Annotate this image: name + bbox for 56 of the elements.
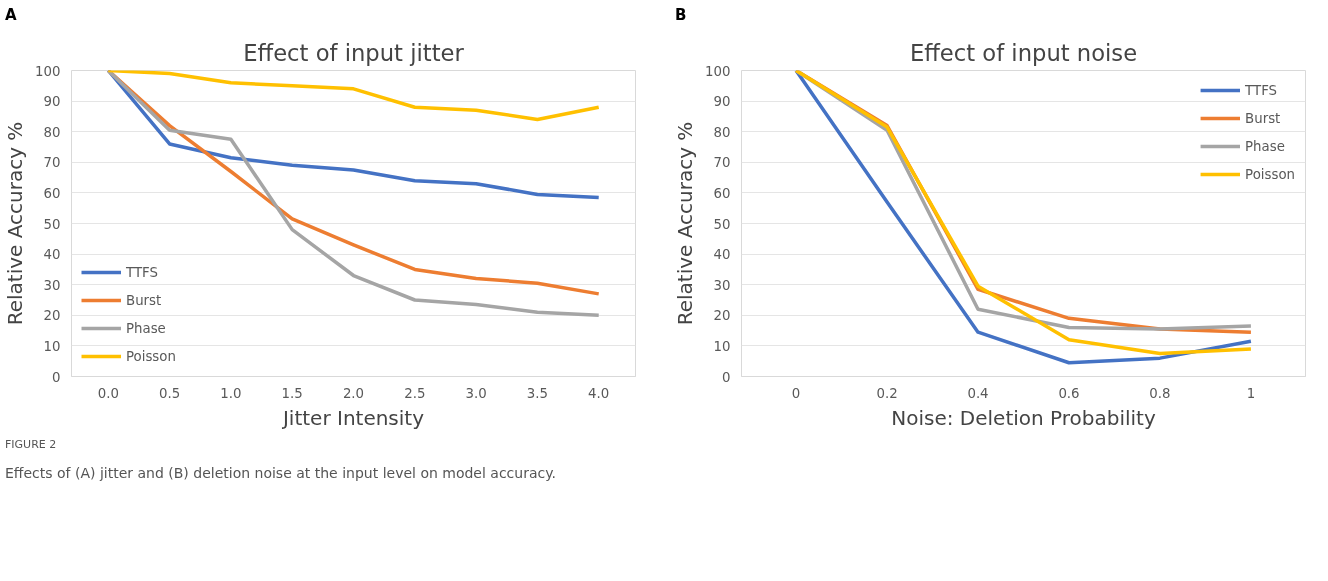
y-tick-label: 0 bbox=[52, 369, 61, 385]
x-tick-label: 0.5 bbox=[158, 385, 181, 401]
y-tick-label: 90 bbox=[43, 94, 61, 110]
y-tick-label: 20 bbox=[713, 308, 731, 324]
legend-label: Poisson bbox=[126, 348, 176, 364]
caption: FIGURE 2 bbox=[5, 437, 57, 453]
x-tick-label: 0.8 bbox=[1149, 385, 1171, 401]
chart-title: Effect of input noise bbox=[909, 39, 1138, 66]
x-tick-label: 0.2 bbox=[876, 385, 898, 401]
legend-label: Burst bbox=[126, 292, 162, 308]
chart-title: Effect of input jitter bbox=[243, 39, 465, 66]
y-tick-label: 30 bbox=[43, 277, 61, 293]
legend-label: TTFS bbox=[126, 264, 158, 280]
x-tick-label: 2.0 bbox=[342, 385, 365, 401]
line-series bbox=[106, 70, 601, 122]
legend-label: Burst bbox=[1245, 110, 1281, 126]
y-tick-label: 80 bbox=[43, 124, 61, 140]
x-axis-title: Noise: Deletion Probability bbox=[891, 405, 1156, 430]
legend-label: Poisson bbox=[1245, 166, 1295, 182]
x-tick-label: 1.0 bbox=[220, 385, 242, 401]
y-tick-label: 100 bbox=[705, 63, 731, 79]
text: Effects of (A) jitter and (B) deletion noise at the input level on model accuracy. bbox=[5, 463, 556, 483]
y-tick-label: 70 bbox=[713, 155, 731, 171]
x-tick-label: 0 bbox=[791, 385, 801, 401]
x-tick-label: 1 bbox=[1246, 385, 1256, 401]
x-tick-label: 0.4 bbox=[967, 385, 989, 401]
x-tick-label: 0.0 bbox=[97, 385, 119, 401]
y-tick-label: 80 bbox=[713, 124, 731, 140]
x-axis-title: Jitter Intensity bbox=[280, 405, 425, 430]
y-tick-label: 30 bbox=[713, 277, 731, 293]
y-axis-title: Relative Accuracy % bbox=[673, 121, 698, 326]
y-tick-label: 0 bbox=[722, 369, 731, 385]
y-tick-label: 100 bbox=[35, 63, 61, 79]
text: A bbox=[5, 5, 17, 26]
y-tick-label: 60 bbox=[713, 185, 731, 201]
x-tick-label: 4.0 bbox=[588, 385, 610, 401]
y-tick-label: 40 bbox=[713, 247, 731, 263]
legend-label: Phase bbox=[1245, 138, 1285, 154]
legend-label: TTFS bbox=[1245, 82, 1278, 98]
x-tick-label: 0.6 bbox=[1058, 385, 1080, 401]
y-tick-label: 10 bbox=[43, 338, 61, 354]
y-tick-label: 20 bbox=[43, 308, 61, 324]
y-tick-label: 50 bbox=[713, 216, 731, 232]
y-axis-title: Relative Accuracy % bbox=[3, 121, 28, 326]
legend-label: Phase bbox=[126, 320, 166, 336]
y-tick-label: 60 bbox=[43, 185, 61, 201]
x-tick-label: 3.5 bbox=[526, 385, 549, 401]
x-tick-label: 2.5 bbox=[404, 385, 426, 401]
y-tick-label: 50 bbox=[43, 216, 61, 232]
x-tick-label: 1.5 bbox=[281, 385, 303, 401]
text: B bbox=[675, 5, 687, 26]
y-tick-label: 10 bbox=[713, 338, 731, 354]
x-tick-label: 3.0 bbox=[465, 385, 487, 401]
y-tick-label: 40 bbox=[43, 247, 61, 263]
y-tick-label: 70 bbox=[43, 155, 61, 171]
y-tick-label: 90 bbox=[713, 94, 731, 110]
